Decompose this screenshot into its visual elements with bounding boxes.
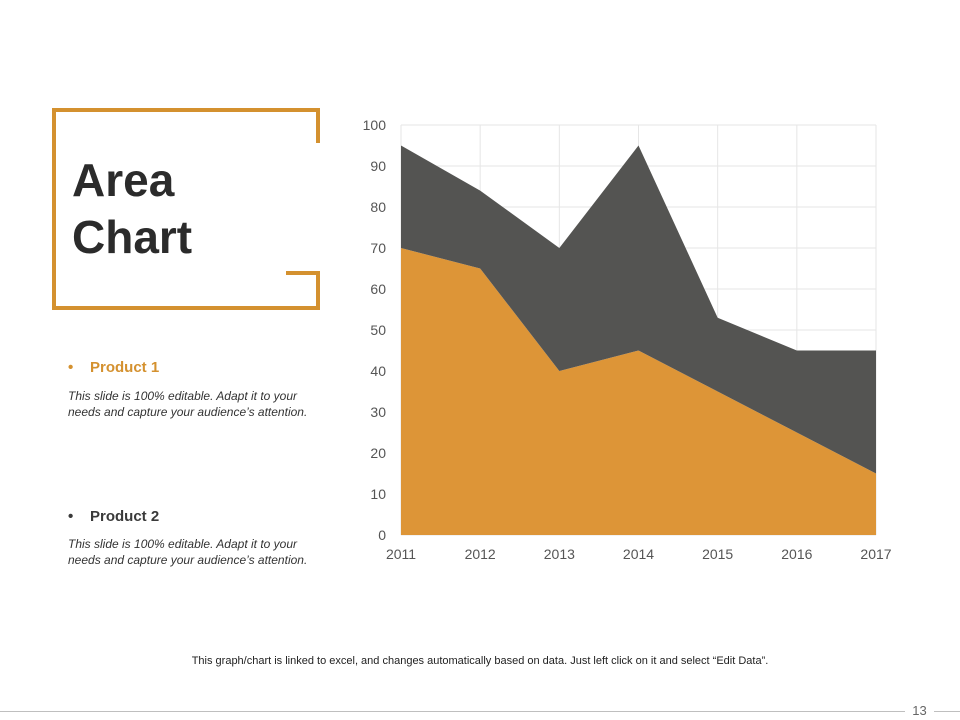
y-tick-label-100: 100 [363, 117, 387, 133]
slide-title-line1: Area [72, 154, 175, 206]
footer-divider-right [934, 711, 960, 712]
bullet-icon: • [68, 359, 74, 376]
product-1-description: This slide is 100% editable. Adapt it to… [68, 388, 348, 420]
footer-note: This graph/chart is linked to excel, and… [191, 655, 769, 667]
x-tick-label-2015: 2015 [702, 546, 733, 562]
product-2-description-line1: This slide is 100% editable. Adapt it to… [68, 537, 298, 551]
page-number: 13 [912, 703, 927, 718]
y-tick-label-90: 90 [370, 158, 386, 174]
y-tick-label-10: 10 [370, 486, 386, 502]
slide-title: Area Chart [72, 152, 192, 266]
bullet-icon: • [68, 508, 74, 525]
area-series-1[interactable] [401, 248, 876, 535]
slide-title-line2: Chart [72, 211, 193, 263]
x-tick-label-2012: 2012 [465, 546, 496, 562]
y-tick-label-70: 70 [370, 240, 386, 256]
x-tick-label-2013: 2013 [544, 546, 575, 562]
area-series-2[interactable] [401, 145, 876, 474]
product-2-description-line2: needs and capture your audience’s attent… [68, 553, 308, 567]
product-1-description-line1: This slide is 100% editable. Adapt it to… [68, 389, 298, 403]
product-1-name: Product 1 [90, 359, 160, 376]
x-tick-label-2017: 2017 [860, 546, 891, 562]
x-tick-label-2014: 2014 [623, 546, 654, 562]
y-tick-label-40: 40 [370, 363, 386, 379]
y-tick-label-20: 20 [370, 445, 386, 461]
y-tick-label-30: 30 [370, 404, 386, 420]
y-tick-label-80: 80 [370, 199, 386, 215]
product-2-heading: • Product 2 [68, 508, 159, 525]
y-tick-label-60: 60 [370, 281, 386, 297]
y-tick-label-0: 0 [378, 527, 386, 543]
footer-divider-left [0, 711, 905, 712]
product-1-heading: • Product 1 [68, 359, 159, 376]
x-tick-label-2016: 2016 [781, 546, 812, 562]
y-tick-label-50: 50 [370, 322, 386, 338]
product-2-description: This slide is 100% editable. Adapt it to… [68, 536, 348, 568]
product-2-name: Product 2 [90, 508, 160, 525]
product-1-description-line2: needs and capture your audience’s attent… [68, 405, 308, 419]
x-tick-label-2011: 2011 [386, 546, 416, 562]
